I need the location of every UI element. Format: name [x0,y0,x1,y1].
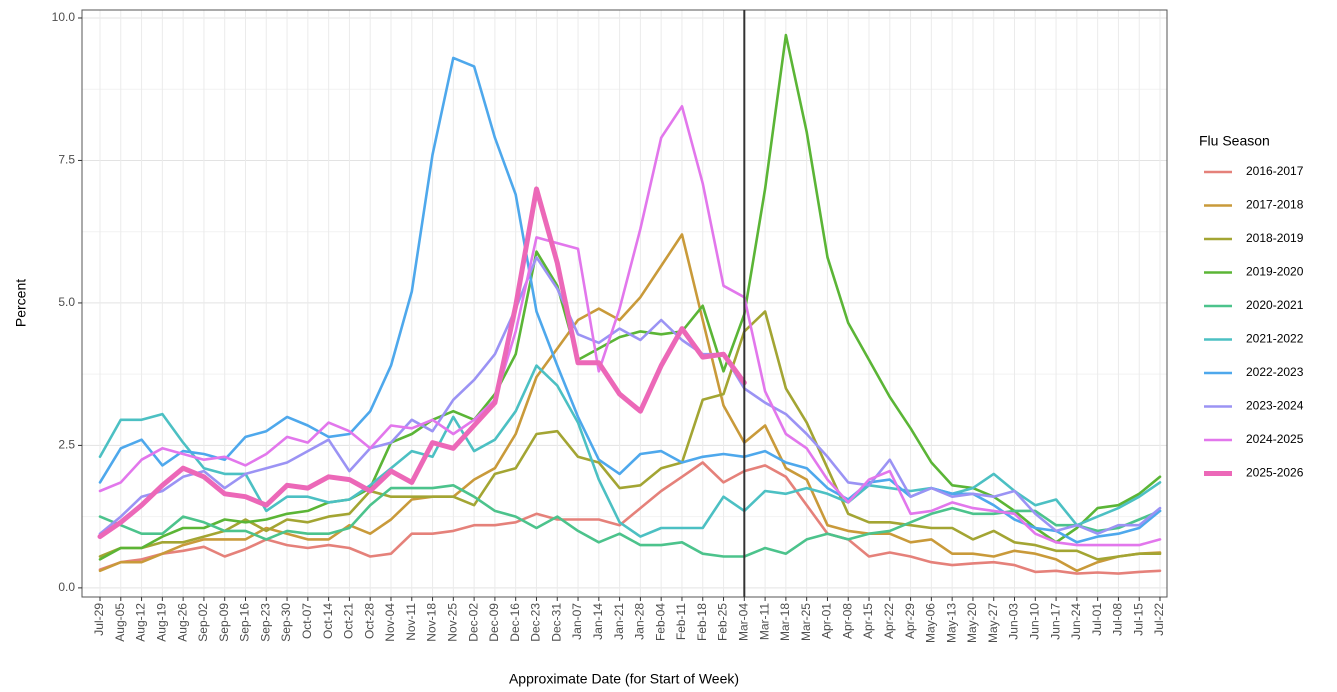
x-tick-label: Mar-25 [799,603,813,641]
x-tick-label: Sep-02 [196,603,210,642]
x-tick-label: Jul-22 [1152,603,1166,636]
series-line [98,256,1162,535]
panel-border [81,9,1168,598]
legend-label: 2019-2020 [1246,265,1304,279]
legend-label: 2024-2025 [1246,432,1304,446]
x-tick-label: Nov-04 [383,603,397,642]
x-tick-label: Jul-29 [92,603,106,636]
x-tick-label: Apr-22 [882,603,896,639]
legend-label: 2018-2019 [1246,231,1304,245]
x-tick-label: Mar-18 [778,603,792,641]
x-tick-label: Apr-15 [861,603,875,639]
y-tick-label: 7.5 [58,153,75,167]
series-line [98,461,1162,575]
x-tick-label: Jan-14 [591,603,605,640]
x-tick-label: Jun-24 [1069,603,1083,640]
x-tick-label: May-20 [965,603,979,643]
lines [97,33,1162,575]
x-tick-label: Jun-03 [1007,603,1021,640]
y-axis-title: Percent [13,279,29,327]
x-axis-title: Approximate Date (for Start of Week) [509,671,739,687]
series-line [98,484,1162,558]
legend-label: 2020-2021 [1246,298,1304,312]
x-tick-label: Jun-17 [1048,603,1062,640]
legend-title: Flu Season [1199,133,1270,149]
series-line [98,233,1162,573]
series-line [97,186,747,540]
x-tick-label: Sep-16 [238,603,252,642]
legend-label: 2017-2018 [1246,198,1304,212]
y-tick-label: 0.0 [58,580,75,594]
x-tick-label: Sep-30 [279,603,293,642]
x-tick-label: Mar-11 [757,603,771,640]
series-line [98,364,1162,538]
legend-label: 2016-2017 [1246,164,1304,178]
x-tick-label: Jan-07 [570,603,584,640]
legend-label: 2025-2026 [1246,466,1304,480]
x-tick-label: Jul-08 [1111,603,1125,636]
x-tick-label: Sep-09 [217,603,231,642]
x-tick-label: Aug-12 [134,603,148,642]
x-tick-label: Jun-10 [1027,603,1041,640]
x-tick-label: Apr-29 [903,603,917,639]
series-line [98,105,1162,547]
x-tick-label: Oct-07 [300,603,314,639]
x-tick-label: May-27 [986,603,1000,643]
legend-label: 2021-2022 [1246,332,1304,346]
x-tick-label: Dec-31 [549,603,563,642]
x-tick-label: Apr-01 [820,603,834,639]
x-tick-label: Nov-25 [446,603,460,642]
legend-label: 2023-2024 [1246,399,1304,413]
x-tick-label: Mar-04 [736,603,750,641]
x-tick-label: May-13 [944,603,958,643]
x-tick-label: Oct-28 [362,603,376,639]
x-tick-label: Jul-01 [1090,603,1104,636]
x-tick-label: Feb-11 [674,603,688,640]
x-tick-label: May-06 [924,603,938,643]
x-tick-label: Feb-04 [653,603,667,641]
legend: 2016-2017 2017-2018 2018-2019 2019-2020 2020… [1204,164,1304,480]
x-tick-label: Dec-23 [529,603,543,642]
x-tick-label: Jan-28 [633,603,647,640]
legend-label: 2022-2023 [1246,365,1304,379]
x-tick-label: Jul-15 [1131,603,1145,636]
x-tick-label: Aug-19 [155,603,169,642]
y-tick-label: 10.0 [52,10,76,24]
x-tick-label: Sep-23 [258,603,272,642]
x-tick-label: Oct-21 [342,603,356,639]
x-tick-label: Aug-05 [113,603,127,642]
x-tick-label: Feb-25 [716,603,730,641]
series-line [98,56,1162,544]
x-tick-label: Dec-09 [487,603,501,642]
x-tick-label: Aug-26 [175,603,189,642]
x-tick-label: Feb-18 [695,603,709,641]
plot-panel [82,10,1167,597]
x-tick-label: Apr-08 [840,603,854,639]
x-tick-label: Oct-14 [321,603,335,639]
y-tick-label: 2.5 [58,438,75,452]
x-tick-label: Jan-21 [612,603,626,640]
x-tick-label: Nov-11 [404,603,418,641]
grid [82,10,1167,597]
y-tick-label: 5.0 [58,295,75,309]
x-tick-label: Dec-16 [508,603,522,642]
series-line [98,310,1162,561]
x-tick-label: Dec-02 [466,603,480,642]
x-tick-label: Nov-18 [425,603,439,642]
